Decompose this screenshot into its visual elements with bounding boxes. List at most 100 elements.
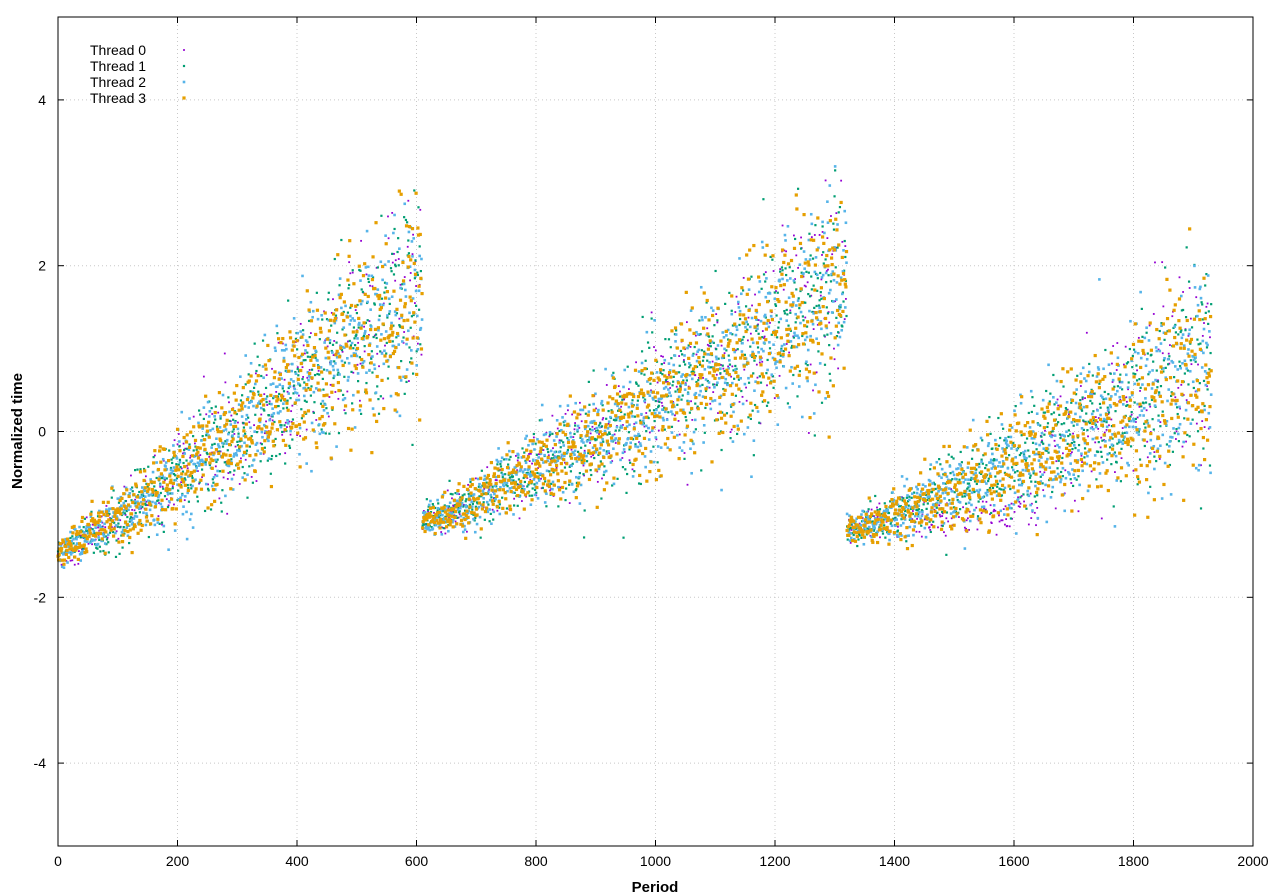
data-point [484, 477, 487, 481]
data-point [104, 530, 108, 534]
data-point [169, 492, 172, 495]
data-point [425, 498, 428, 501]
data-point [998, 461, 1001, 464]
data-point [223, 352, 226, 355]
data-point [352, 352, 356, 355]
data-point [367, 277, 370, 280]
data-point [820, 278, 823, 281]
data-point [815, 337, 818, 341]
data-point [766, 384, 768, 387]
data-point [1163, 338, 1166, 341]
data-point [264, 430, 267, 433]
data-point [627, 437, 630, 440]
data-point [373, 367, 377, 371]
data-point [559, 486, 562, 489]
data-point [211, 443, 214, 446]
data-point [976, 528, 979, 531]
data-point [247, 373, 250, 376]
data-point [1110, 443, 1114, 447]
data-point [1202, 447, 1205, 450]
data-point [397, 258, 400, 260]
data-point [195, 466, 198, 469]
data-point [517, 456, 520, 459]
data-point [569, 435, 573, 439]
data-point [609, 461, 613, 464]
data-point [1023, 456, 1026, 459]
data-point [157, 499, 160, 502]
data-point [900, 475, 904, 478]
data-point [81, 548, 83, 551]
data-point [678, 446, 682, 449]
data-point [1019, 401, 1023, 405]
data-point [180, 481, 183, 484]
data-point [144, 523, 148, 527]
data-point [236, 449, 239, 452]
data-point [765, 372, 768, 375]
data-point [1130, 359, 1133, 363]
data-point [1161, 352, 1164, 355]
data-point [985, 482, 988, 485]
data-point [464, 504, 468, 507]
data-point [1097, 427, 1100, 430]
data-point [570, 448, 573, 451]
data-point [698, 384, 702, 388]
data-point [130, 550, 134, 555]
data-point [224, 494, 227, 498]
data-point [542, 461, 545, 464]
data-point [61, 538, 65, 542]
data-point [911, 512, 914, 516]
data-point [1010, 447, 1013, 450]
data-point [824, 397, 827, 400]
data-point [501, 496, 504, 499]
data-point [97, 526, 99, 529]
data-point [1086, 454, 1089, 458]
data-point [1030, 517, 1033, 519]
data-point [383, 263, 387, 267]
data-point [900, 534, 903, 537]
data-point [1089, 399, 1092, 403]
data-point [695, 365, 699, 368]
data-point [980, 512, 983, 514]
data-point [1116, 442, 1119, 445]
data-point [690, 400, 692, 403]
data-point [173, 529, 177, 532]
data-point [349, 272, 352, 275]
data-point [712, 383, 715, 386]
data-point [1169, 435, 1172, 439]
data-point [965, 519, 968, 522]
data-point [531, 462, 533, 465]
data-point [737, 306, 741, 309]
data-point [91, 517, 95, 521]
data-point [131, 500, 135, 505]
data-point [379, 260, 383, 264]
data-point [794, 304, 798, 307]
data-point [685, 419, 688, 422]
data-point [978, 462, 981, 466]
data-point [368, 368, 371, 372]
data-point [653, 426, 656, 429]
data-point [891, 499, 895, 503]
data-point [1133, 401, 1136, 404]
data-point [977, 500, 980, 503]
data-point [749, 417, 752, 421]
data-point [720, 488, 723, 492]
data-point [369, 284, 371, 287]
data-point [609, 415, 612, 419]
data-point [845, 297, 847, 300]
data-point [141, 492, 145, 495]
data-point [1070, 482, 1073, 484]
data-point [1162, 370, 1165, 373]
data-point [746, 426, 750, 429]
data-point [655, 438, 658, 441]
data-point [682, 408, 685, 412]
data-point [591, 428, 594, 432]
data-point [1009, 435, 1013, 439]
data-point [427, 505, 430, 508]
data-point [965, 493, 968, 497]
data-point [99, 528, 103, 532]
data-point [1074, 412, 1077, 416]
data-point [306, 370, 310, 374]
data-point [1008, 525, 1011, 528]
data-point [1149, 485, 1152, 488]
data-point [951, 489, 954, 493]
